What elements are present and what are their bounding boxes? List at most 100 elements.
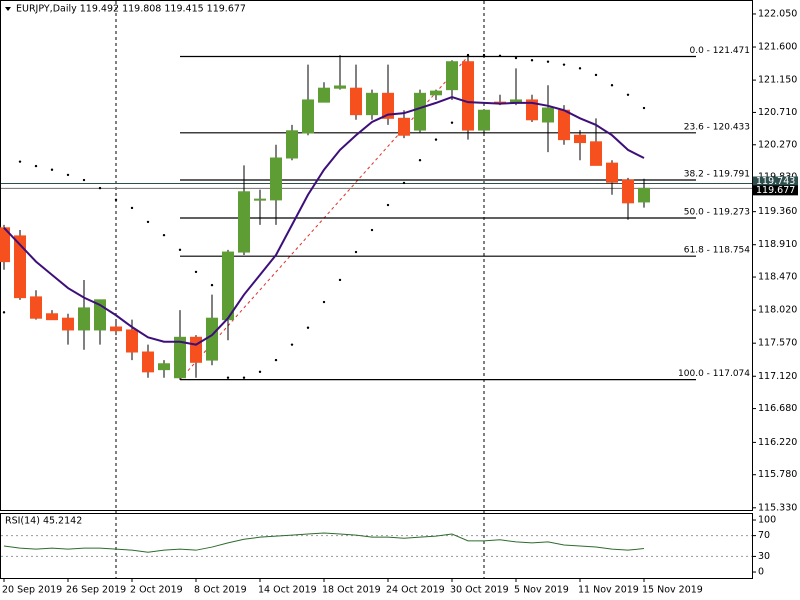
candle-body	[190, 336, 202, 363]
sar-dot	[498, 54, 502, 58]
candle-body	[46, 313, 58, 321]
candle-body	[350, 87, 362, 116]
sar-dot	[530, 59, 534, 62]
y-tick-label: 119.360	[758, 206, 797, 217]
candle-body	[142, 351, 154, 373]
candle-body	[222, 251, 234, 321]
sar-dot	[642, 106, 646, 110]
y-tick-label: 118.910	[758, 239, 797, 250]
sar-dot	[466, 53, 470, 57]
y-tick-label: 118.020	[758, 305, 797, 316]
x-tick-label: 2 Oct 2019	[130, 585, 183, 596]
sar-dot	[274, 358, 278, 362]
sar-dot	[546, 60, 550, 63]
candle-body	[542, 107, 554, 123]
sar-dot	[162, 233, 166, 237]
candle-body	[606, 162, 618, 183]
sar-dot	[482, 53, 486, 57]
price-label: 119.743	[756, 176, 795, 187]
fib-label: 0.0 - 121.471	[690, 46, 751, 56]
sar-dot	[34, 164, 38, 168]
sar-dot	[594, 73, 598, 77]
candle-body	[622, 179, 634, 204]
candle-body	[62, 317, 74, 331]
x-tick-label: 8 Oct 2019	[194, 585, 247, 596]
y-tick-label: 117.570	[758, 338, 797, 349]
sar-dot	[82, 178, 86, 182]
title-arrow	[5, 7, 11, 11]
candle-body	[286, 130, 298, 159]
candle-body	[318, 87, 330, 103]
sar-dot	[98, 186, 102, 190]
candle-body	[94, 299, 106, 331]
candle-body	[30, 296, 42, 319]
candle-body	[526, 99, 538, 121]
candle-body	[334, 85, 346, 89]
sar-dot	[50, 168, 54, 171]
x-tick-label: 5 Nov 2019	[514, 585, 569, 596]
sar-dot	[178, 248, 182, 252]
candle-body	[206, 317, 218, 361]
candle-body	[638, 187, 650, 203]
candle-body	[14, 235, 26, 299]
candle-body	[446, 61, 458, 91]
sar-dot	[114, 198, 118, 202]
x-tick-label: 18 Oct 2019	[322, 585, 381, 596]
fib-label: 23.6 - 120.433	[684, 122, 750, 132]
sar-dot	[450, 121, 454, 124]
chart-title: EURJPY,Daily 119.492 119.808 119.415 119…	[16, 4, 246, 15]
sar-dot	[130, 206, 134, 210]
x-tick-label: 30 Oct 2019	[450, 585, 509, 596]
y-tick-label: 70	[758, 530, 770, 541]
candle-body	[574, 134, 586, 144]
candle-body	[590, 141, 602, 166]
y-tick-label: 30	[758, 551, 770, 562]
candle-body	[238, 191, 250, 253]
candle-body	[302, 99, 314, 134]
fib-label: 38.2 - 119.791	[684, 169, 750, 179]
sar-dot	[322, 300, 326, 304]
price-label: 119.677	[756, 185, 795, 196]
sar-dot	[2, 311, 6, 314]
y-tick-label: 116.680	[758, 403, 797, 414]
moving-average	[3, 95, 645, 346]
candle-body	[398, 117, 410, 136]
sar-dot	[402, 181, 406, 185]
y-tick-label: 117.120	[758, 371, 797, 382]
candle-body	[462, 61, 474, 131]
y-tick-label: 118.470	[758, 272, 797, 283]
y-tick-label: 120.710	[758, 107, 797, 118]
rsi-title: RSI(14) 45.2142	[5, 516, 82, 527]
candle-body	[558, 109, 570, 141]
y-tick-label: 100	[758, 515, 776, 526]
sar-dot	[210, 283, 214, 287]
sar-dot	[290, 343, 294, 346]
y-tick-label: 0	[758, 567, 764, 578]
sar-dot	[514, 56, 518, 60]
candle-body	[270, 157, 282, 201]
y-tick-label: 121.600	[758, 42, 797, 53]
sar-dot	[354, 250, 358, 254]
candle-body	[254, 198, 266, 201]
sar-dot	[18, 160, 22, 163]
sar-dot	[306, 326, 310, 329]
sar-dot	[338, 278, 342, 282]
sar-dot	[242, 376, 246, 379]
x-tick-label: 20 Sep 2019	[2, 585, 62, 596]
x-tick-label: 26 Sep 2019	[66, 585, 126, 596]
sar-dot	[578, 67, 582, 70]
candle-body	[78, 307, 90, 331]
sar-dot	[610, 84, 614, 87]
candle-body	[126, 329, 138, 353]
sar-dot	[626, 93, 630, 96]
candle-body	[110, 326, 122, 332]
rsi-pane	[0, 513, 753, 579]
y-tick-label: 121.150	[758, 75, 797, 86]
fib-label: 100.0 - 117.074	[678, 369, 750, 379]
sar-dot	[146, 220, 150, 224]
y-tick-label: 115.780	[758, 469, 797, 480]
price-label-box	[753, 176, 798, 187]
main-pane	[0, 0, 753, 511]
fib-label: 50.0 - 119.273	[684, 208, 750, 218]
sar-dot	[386, 203, 390, 207]
